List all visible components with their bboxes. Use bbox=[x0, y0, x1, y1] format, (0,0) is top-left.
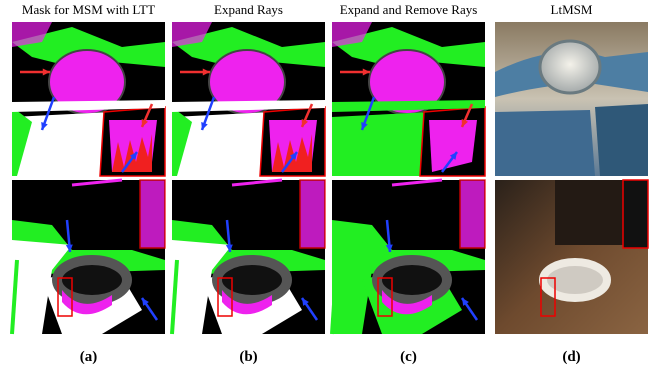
column-title: Expand and Remove Rays bbox=[340, 2, 478, 17]
chair bbox=[555, 180, 625, 245]
scooter-body bbox=[595, 104, 648, 176]
figure: Mask for MSM with LTT (a) Expand Rays (b) Ex… bbox=[0, 0, 660, 376]
column-title: LtMSM bbox=[551, 2, 593, 17]
ashtray bbox=[543, 262, 607, 298]
highlight-box bbox=[140, 180, 165, 248]
ashtray bbox=[57, 260, 127, 300]
subfigure-label: (c) bbox=[400, 349, 417, 365]
image-top bbox=[12, 22, 165, 176]
column-title: Expand Rays bbox=[214, 2, 283, 17]
image-bottom bbox=[495, 180, 648, 334]
image-bottom bbox=[332, 180, 485, 334]
subfigure-label: (d) bbox=[562, 349, 580, 365]
scooter-body bbox=[495, 110, 595, 176]
ashtray bbox=[377, 260, 447, 300]
subfigure-label: (b) bbox=[239, 349, 257, 365]
image-top bbox=[495, 22, 648, 176]
highlight-box bbox=[460, 180, 485, 248]
highlight-box bbox=[623, 180, 648, 248]
ashtray bbox=[217, 260, 287, 300]
image-bottom bbox=[12, 180, 165, 334]
mask-region bbox=[332, 112, 432, 176]
lamp bbox=[540, 41, 600, 93]
subfigure-label: (a) bbox=[80, 349, 98, 365]
image-top bbox=[332, 22, 485, 176]
highlight-box bbox=[300, 180, 325, 248]
column-title: Mask for MSM with LTT bbox=[22, 2, 155, 17]
image-bottom bbox=[172, 180, 325, 334]
image-top bbox=[172, 22, 325, 176]
